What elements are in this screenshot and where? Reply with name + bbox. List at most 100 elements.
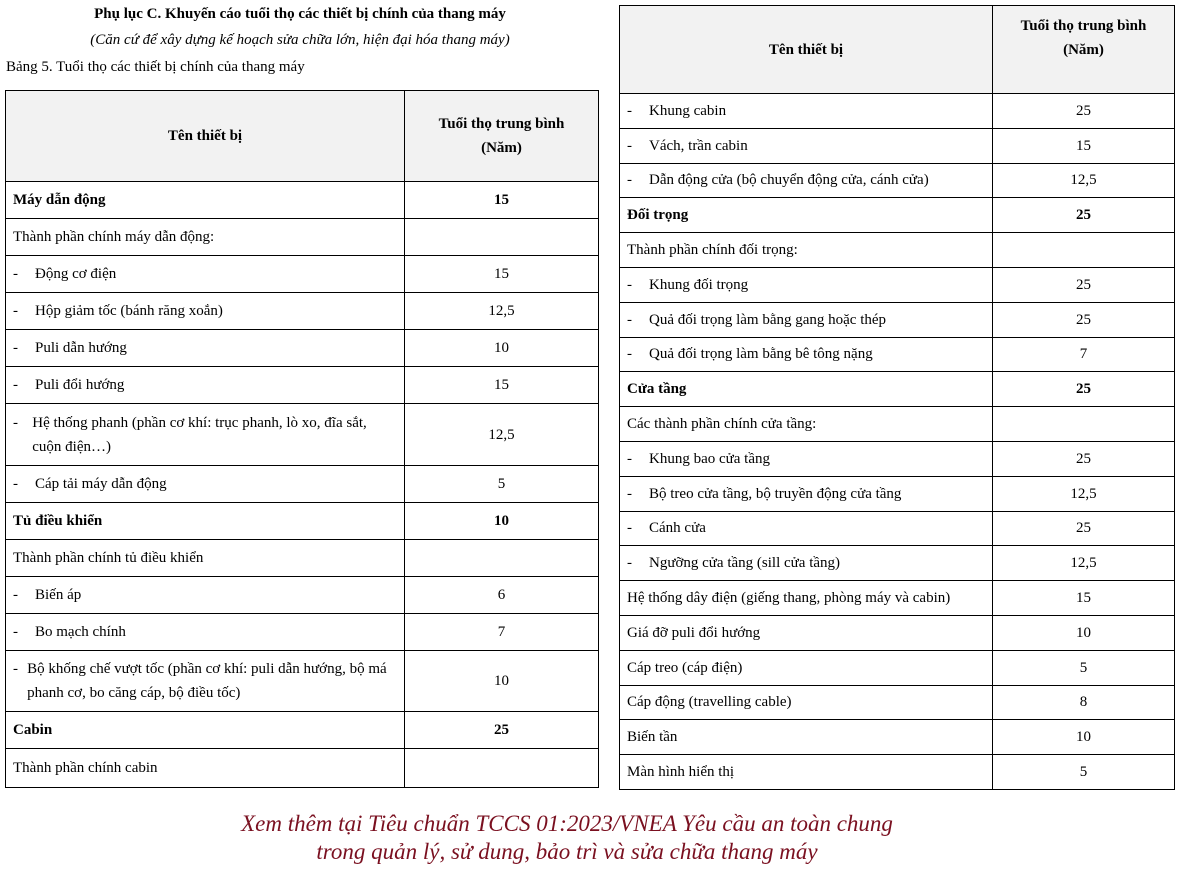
device-cell: - Hệ thống phanh (phần cơ khí: trục phanh… xyxy=(5,403,405,466)
lifespan-value: 25 xyxy=(992,93,1175,129)
lifespan-value: 5 xyxy=(992,649,1175,686)
list-dash: - xyxy=(13,266,18,282)
device-name: Bộ treo cửa tầng, bộ truyền động cửa tần… xyxy=(649,485,902,502)
lifespan-value: 5 xyxy=(992,754,1175,790)
device-cell: Thành phần chính máy dẫn động: xyxy=(5,218,405,256)
device-item: - Ngưỡng cửa tầng (sill cửa tầng) xyxy=(627,551,985,575)
list-dash: - xyxy=(13,377,18,393)
device-name: Vách, trần cabin xyxy=(649,137,748,154)
group-row: Tủ điều khiển 10 xyxy=(5,502,599,540)
group-row: Máy dẫn động 15 xyxy=(5,181,599,219)
device-item: - Puli dẫn hướng xyxy=(13,336,397,360)
device-item: - Khung cabin xyxy=(627,99,985,123)
device-cell: Thành phần chính tủ điều khiển xyxy=(5,539,405,577)
lifespan-value: 10 xyxy=(404,502,599,540)
lifespan-value: 25 xyxy=(992,301,1175,338)
lifespan-value: 10 xyxy=(404,650,599,712)
lifespan-value: 15 xyxy=(992,580,1175,616)
device-item: - Quả đối trọng làm bằng gang hoặc thép xyxy=(627,308,985,332)
table-row: Thành phần chính đối trọng: xyxy=(619,232,1175,268)
list-dash: - xyxy=(13,587,18,603)
list-dash: - xyxy=(627,485,632,502)
lifespan-value: 15 xyxy=(404,181,599,219)
device-cell: - Biến áp xyxy=(5,576,405,614)
device-name: Ngưỡng cửa tầng (sill cửa tầng) xyxy=(649,555,841,572)
device-cell: - Quả đối trọng làm bằng bê tông nặng xyxy=(619,336,993,373)
list-dash: - xyxy=(627,172,632,189)
device-cell: Thành phần chính đối trọng: xyxy=(619,232,993,268)
list-dash: - xyxy=(627,137,632,154)
device-name: Hệ thống phanh (phần cơ khí: trục phanh,… xyxy=(32,414,367,455)
device-cell: Đối trọng xyxy=(619,197,993,234)
device-cell: - Cánh cửa xyxy=(619,510,993,547)
device-item: - Hệ thống phanh (phần cơ khí: trục phanh… xyxy=(13,411,397,459)
table-row: - Quả đối trọng làm bằng bê tông nặng 7 xyxy=(619,336,1175,373)
device-name: Khung đối trọng xyxy=(649,276,749,293)
table-header: Tên thiết bị Tuổi thọ trung bình (Năm) xyxy=(5,90,599,182)
device-name: Khung bao cửa tầng xyxy=(649,450,771,467)
device-cell: Cáp động (travelling cable) xyxy=(619,684,993,721)
table-row: - Cáp tải máy dẫn động 5 xyxy=(5,465,599,503)
lifespan-value xyxy=(992,406,1175,442)
device-cell: - Dẫn động cửa (bộ chuyển động cửa, cánh … xyxy=(619,162,993,199)
table-row: Thành phần chính tủ điều khiển xyxy=(5,539,599,577)
table-row: Màn hình hiển thị 5 xyxy=(619,754,1175,790)
lifespan-column-header: Tuổi thọ trung bình (Năm) xyxy=(992,5,1175,94)
list-dash: - xyxy=(13,340,18,356)
lifespan-value: 12,5 xyxy=(992,162,1175,199)
device-item: - Puli đổi hướng xyxy=(13,373,397,397)
lifespan-value: 25 xyxy=(404,711,599,749)
device-item: - Quả đối trọng làm bằng bê tông nặng xyxy=(627,342,985,366)
device-item: - Bo mạch chính xyxy=(13,620,397,644)
list-dash: - xyxy=(13,624,18,640)
lifespan-value: 12,5 xyxy=(992,545,1175,582)
list-dash: - xyxy=(627,555,632,572)
reference-note-line1: Xem thêm tại Tiêu chuẩn TCCS 01:2023/VNE… xyxy=(241,811,893,836)
lifespan-value: 25 xyxy=(992,266,1175,303)
list-dash: - xyxy=(13,661,18,677)
lifespan-header-line1: Tuổi thọ trung bình xyxy=(1020,18,1147,34)
device-cell: Màn hình hiển thị xyxy=(619,754,993,790)
device-name: Cáp tải máy dẫn động xyxy=(35,476,167,492)
lifespan-value: 7 xyxy=(992,336,1175,373)
lifespan-value: 5 xyxy=(404,465,599,503)
device-cell: - Vách, trần cabin xyxy=(619,127,993,164)
device-name: Puli đổi hướng xyxy=(35,377,125,393)
table-caption: Bảng 5. Tuổi thọ các thiết bị chính của … xyxy=(6,59,305,75)
table-row: - Biến áp 6 xyxy=(5,576,599,614)
device-cell: - Động cơ điện xyxy=(5,255,405,293)
lifespan-header-line1: Tuổi thọ trung bình xyxy=(438,116,565,132)
device-item: - Cánh cửa xyxy=(627,516,985,540)
table-row: Thành phần chính cabin xyxy=(5,748,599,788)
device-cell: - Hộp giảm tốc (bánh răng xoắn) xyxy=(5,292,405,330)
device-cell: Máy dẫn động xyxy=(5,181,405,219)
lifespan-value: 15 xyxy=(992,127,1175,164)
table-row: Các thành phần chính cửa tầng: xyxy=(619,406,1175,442)
lifespan-value xyxy=(404,218,599,256)
list-dash: - xyxy=(13,476,18,492)
lifespan-value: 25 xyxy=(992,197,1175,234)
table-row: - Bộ khống chế vượt tốc (phần cơ khí: pul… xyxy=(5,650,599,712)
reference-note-line2: trong quản lý, sử dung, bảo trì và sửa c… xyxy=(316,839,818,864)
appendix-subtitle: (Căn cứ để xây dựng kế hoạch sửa chữa lớ… xyxy=(90,32,510,48)
device-cell: Hệ thống dây điện (giếng thang, phòng má… xyxy=(619,580,993,616)
lifespan-value: 12,5 xyxy=(992,475,1175,512)
device-item: - Biến áp xyxy=(13,583,397,607)
table-row: - Cánh cửa 25 xyxy=(619,510,1175,547)
device-item: - Hộp giảm tốc (bánh răng xoắn) xyxy=(13,299,397,323)
lifespan-value: 10 xyxy=(992,719,1175,756)
group-row: Cabin 25 xyxy=(5,711,599,749)
device-item: - Dẫn động cửa (bộ chuyển động cửa, cánh … xyxy=(627,168,985,192)
device-name: Dẫn động cửa (bộ chuyển động cửa, cánh c… xyxy=(649,172,929,189)
device-column-header: Tên thiết bị xyxy=(5,90,405,182)
device-cell: Thành phần chính cabin xyxy=(5,748,405,788)
device-item: - Bộ treo cửa tầng, bộ truyền động cửa tầ… xyxy=(627,482,985,506)
device-name: Khung cabin xyxy=(649,102,727,119)
device-name: Cánh cửa xyxy=(649,520,706,537)
device-cell: Các thành phần chính cửa tầng: xyxy=(619,406,993,442)
list-dash: - xyxy=(627,102,632,119)
lifespan-value: 12,5 xyxy=(404,403,599,466)
table-row: Cáp động (travelling cable) 8 xyxy=(619,684,1175,721)
device-name: Bo mạch chính xyxy=(35,624,126,640)
device-name: Hộp giảm tốc (bánh răng xoắn) xyxy=(35,303,223,319)
